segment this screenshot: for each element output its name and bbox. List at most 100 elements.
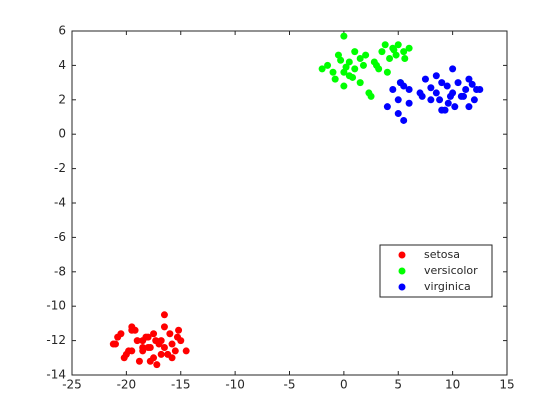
y-tick-label: -14 (46, 368, 66, 382)
y-tick-label: 2 (58, 92, 66, 106)
legend-marker (398, 267, 406, 275)
point (473, 85, 481, 93)
point (160, 343, 168, 351)
point (394, 96, 402, 104)
point (449, 89, 457, 97)
point (427, 96, 435, 104)
point (432, 89, 440, 97)
point (418, 92, 426, 100)
point (400, 48, 408, 56)
point (329, 68, 337, 76)
y-tick-label: -6 (54, 230, 66, 244)
y-tick-label: -4 (54, 196, 66, 210)
point (405, 44, 413, 52)
point (340, 82, 348, 90)
point (436, 96, 444, 104)
point (356, 55, 364, 63)
point (153, 361, 161, 369)
point (438, 79, 446, 87)
point (175, 326, 183, 334)
point (324, 61, 332, 69)
point (362, 51, 370, 59)
y-tick-label: -12 (46, 333, 66, 347)
x-tick-label: -25 (62, 378, 82, 392)
point (166, 330, 174, 338)
legend-label: setosa (424, 248, 460, 261)
point (401, 55, 409, 63)
point (349, 73, 357, 81)
point (370, 58, 378, 66)
point (375, 65, 383, 73)
point (144, 343, 152, 351)
legend-marker (398, 251, 406, 259)
point (139, 343, 147, 351)
point (396, 79, 404, 87)
point (400, 116, 408, 124)
point (152, 337, 160, 345)
point (331, 75, 339, 83)
point (157, 337, 165, 345)
y-tick-label: 6 (58, 24, 66, 38)
y-tick-label: 0 (58, 127, 66, 141)
x-tick-label: 15 (499, 378, 514, 392)
point (345, 58, 353, 66)
point (340, 32, 348, 40)
point (160, 323, 168, 331)
point (454, 79, 462, 87)
point (390, 46, 398, 54)
point (441, 106, 449, 114)
x-tick-label: -5 (284, 378, 296, 392)
point (378, 48, 386, 56)
point (427, 84, 435, 92)
point (394, 41, 402, 49)
point (465, 103, 473, 111)
point (365, 89, 373, 97)
point (128, 326, 136, 334)
point (337, 56, 345, 64)
point (168, 340, 176, 348)
point (351, 65, 359, 73)
point (171, 347, 179, 355)
point (383, 68, 391, 76)
point (109, 340, 117, 348)
point (405, 85, 413, 93)
y-tick-label: 4 (58, 58, 66, 72)
point (160, 311, 168, 319)
point (150, 330, 158, 338)
point (120, 354, 128, 362)
point (128, 347, 136, 355)
point (114, 333, 122, 341)
point (173, 333, 181, 341)
x-tick-label: -15 (171, 378, 191, 392)
point (340, 68, 348, 76)
point (443, 82, 451, 90)
point (356, 79, 364, 87)
point (182, 347, 190, 355)
point (468, 80, 476, 88)
point (449, 65, 457, 73)
legend-label: versicolor (424, 264, 478, 277)
point (157, 350, 165, 358)
point (444, 99, 452, 107)
x-tick-label: -10 (225, 378, 245, 392)
point (133, 337, 141, 345)
point (462, 85, 470, 93)
point (359, 61, 367, 69)
legend-label: virginica (424, 280, 471, 293)
x-tick-label: 5 (394, 378, 402, 392)
y-tick-label: -10 (46, 299, 66, 313)
point (405, 99, 413, 107)
point (451, 103, 459, 111)
point (389, 85, 397, 93)
point (457, 92, 465, 100)
x-tick-label: 10 (445, 378, 460, 392)
point (383, 103, 391, 111)
point (470, 96, 478, 104)
point (381, 41, 389, 49)
y-tick-label: -2 (54, 161, 66, 175)
legend-marker (398, 283, 406, 291)
point (351, 48, 359, 56)
x-tick-label: 0 (340, 378, 348, 392)
point (432, 72, 440, 80)
